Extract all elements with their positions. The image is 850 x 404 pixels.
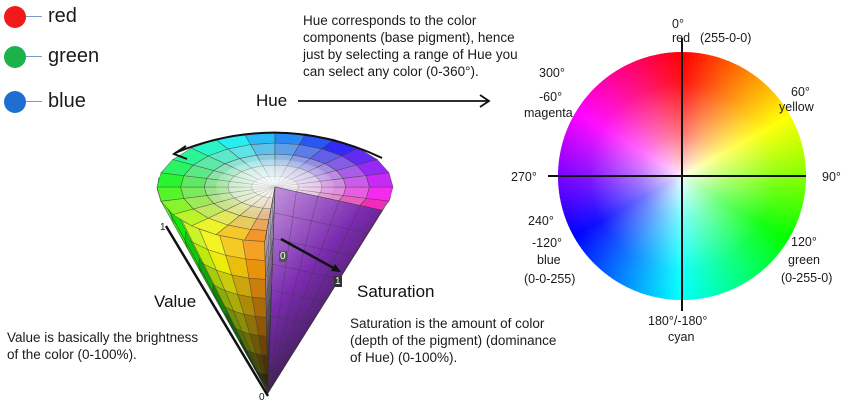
cone-cut-gridline — [268, 367, 283, 371]
cone-cut-gridline — [267, 197, 274, 394]
cone-cut-gridline — [267, 205, 361, 394]
wheel-label-green: green — [788, 253, 820, 267]
green-dot-icon — [4, 45, 26, 68]
wheel-label-90-deg: 90° — [822, 170, 841, 184]
cone-cut-gridline — [269, 341, 297, 348]
value-description-line: of the color (0-100%). — [7, 347, 137, 362]
legend-item-green: green — [4, 45, 99, 68]
legend-item-red: red — [4, 5, 77, 28]
value-tick-top: 1 — [160, 222, 166, 233]
cone-cut-gridline — [274, 212, 368, 234]
wheel-label-magenta: magenta — [524, 106, 573, 120]
legend-label-blue: blue — [48, 90, 86, 112]
wheel-label-neg60-deg: -60° — [539, 90, 563, 104]
wheel-label-0-deg: 0° — [672, 17, 684, 31]
cone-top-cell — [156, 186, 185, 202]
cone-top-cell — [365, 172, 394, 188]
legend-item-blue: blue — [4, 90, 86, 113]
hue-description-line: can select any color (0-360°). — [303, 64, 479, 79]
hue-rotation-arrow-icon — [171, 145, 188, 160]
legend-label-green: green — [48, 45, 100, 67]
hue-description-line: Hue corresponds to the color — [303, 13, 477, 28]
wheel-label-60-deg: 60° — [791, 85, 810, 99]
saturation-description-line: (depth of the pigment) (dominance — [350, 333, 557, 348]
wheel-label-blue: blue — [537, 253, 561, 267]
wheel-label-red-rgb: (255-0-0) — [700, 31, 752, 45]
wheel-label-180-deg: 180°/-180° — [648, 314, 708, 328]
saturation-description-line: Saturation is the amount of color — [350, 316, 545, 331]
saturation-label: Saturation — [357, 282, 435, 301]
wheel-label-300-deg: 300° — [539, 66, 565, 80]
legend-connector — [26, 56, 42, 57]
hue-description-line: components (base pigment), hence — [303, 30, 515, 45]
wheel-label-270-deg: 270° — [511, 170, 537, 184]
saturation-description-line: of Hue) (0-100%). — [350, 350, 458, 365]
legend-connector — [26, 101, 42, 102]
red-dot-icon — [4, 5, 26, 28]
hue-description: Hue corresponds to the color components … — [303, 12, 518, 80]
saturation-tick-start: 0 — [279, 251, 287, 262]
cone-cut-gridline — [267, 191, 297, 394]
wheel-label-red: red — [672, 31, 691, 45]
saturation-description: Saturation is the amount of color (depth… — [350, 315, 556, 366]
legend-label-red: red — [48, 5, 77, 27]
hue-rotation-arc — [174, 131, 383, 159]
wheel-label-yellow: yellow — [779, 100, 814, 114]
cone-cut-gridline — [264, 212, 275, 261]
saturation-arrow-line — [280, 237, 340, 273]
cone-cut-gridline — [267, 196, 319, 394]
value-description: Value is basically the brightness of the… — [7, 329, 198, 363]
wheel-label-blue-rgb: (0-0-255) — [524, 272, 576, 286]
value-tick-bottom: 0 — [259, 392, 265, 403]
value-label: Value — [154, 292, 197, 311]
cone-cut-gridline — [271, 289, 326, 302]
cone-cut-gridline — [272, 264, 340, 280]
cone-cut-gridline — [266, 230, 269, 394]
cone-side-brick — [253, 365, 269, 394]
saturation-arrow-head-icon — [331, 264, 341, 272]
cone-cut-gridline — [267, 219, 270, 394]
blue-dot-icon — [4, 90, 26, 113]
value-description-line: Value is basically the brightness — [7, 330, 199, 345]
saturation-tick-end: 1 — [334, 276, 342, 287]
wheel-label-neg120-deg: -120° — [532, 236, 563, 250]
cone-cut-gridline — [267, 208, 272, 394]
cone-cut-gridline — [270, 315, 311, 325]
wheel-label-120-deg: 120° — [791, 235, 817, 249]
wheel-label-240-deg: 240° — [528, 214, 554, 228]
legend-connector — [26, 16, 42, 17]
wheel-label-green-rgb: (0-255-0) — [781, 271, 833, 285]
hue-description-line: just by selecting a range of Hue you — [303, 47, 518, 62]
wheel-label-cyan: cyan — [668, 330, 695, 344]
hue-arrow-head-icon — [479, 94, 491, 108]
cone-side-brick — [242, 239, 268, 262]
hue-label: Hue — [256, 91, 288, 110]
cone-cut-gridline — [267, 200, 340, 394]
value-axis-line — [164, 225, 270, 397]
hsv-cone — [156, 131, 394, 395]
